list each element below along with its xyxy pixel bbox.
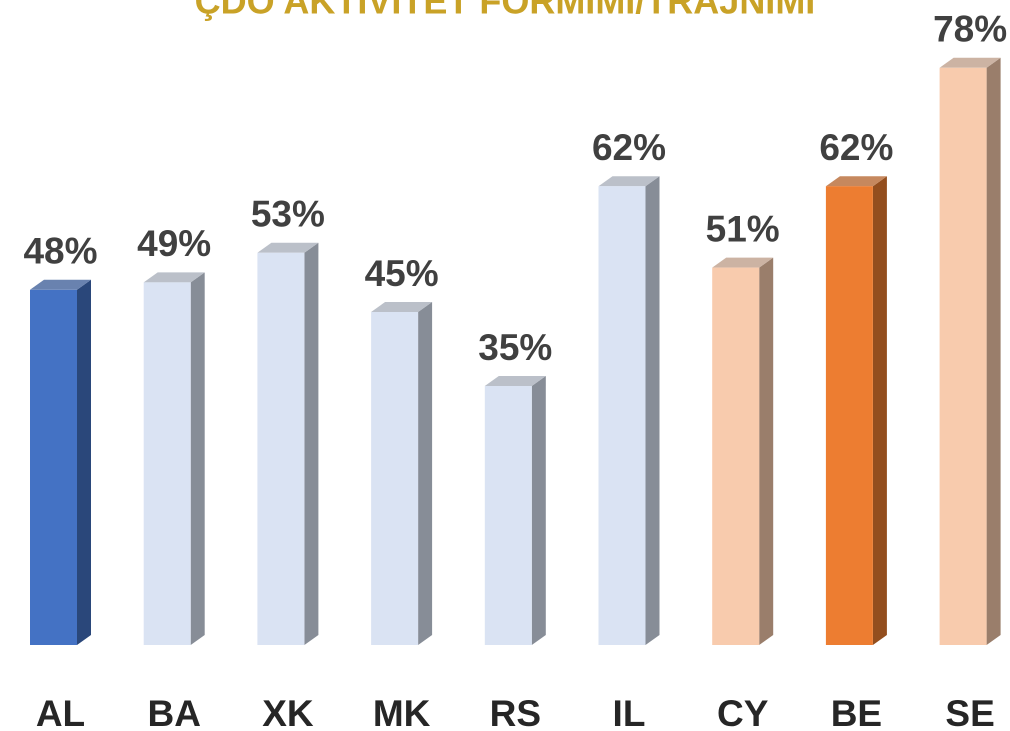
bar (939, 67, 987, 646)
bar-top (825, 176, 887, 187)
data-label: 45% (365, 253, 439, 294)
bar-top (712, 257, 774, 268)
data-label: 53% (251, 194, 325, 235)
data-label: 62% (592, 127, 666, 168)
bar (712, 267, 760, 645)
x-tick-label: CY (717, 693, 769, 731)
x-tick-label: IL (613, 693, 646, 731)
data-label: 48% (23, 231, 97, 272)
chart-title: ÇDO AKTIVITET FORMIMI/TRAJNIMI (195, 0, 816, 22)
bar-top (30, 279, 91, 290)
bar-side (872, 176, 887, 645)
bar-side (759, 257, 774, 645)
x-tick-label: SE (945, 693, 994, 731)
x-tick-label: XK (262, 693, 314, 731)
bar-top (939, 57, 1001, 68)
x-tick-label: MK (373, 693, 431, 731)
bar-top (143, 272, 205, 283)
bar (257, 252, 305, 646)
bar-top (484, 376, 546, 386)
bar-side (77, 279, 91, 645)
bar-side (418, 302, 433, 645)
bar-top (598, 176, 660, 187)
data-label: 49% (137, 223, 211, 264)
bar (825, 186, 873, 645)
bar-side (304, 242, 319, 646)
data-label: 78% (933, 9, 1007, 50)
bar-side (645, 176, 660, 645)
data-label: 51% (706, 208, 780, 249)
bar (143, 282, 191, 645)
bar-side (531, 376, 546, 645)
data-label: 35% (478, 327, 552, 368)
x-tick-label: RS (490, 693, 541, 731)
bar (30, 289, 77, 645)
bar-side (986, 57, 1001, 646)
x-tick-label: AL (36, 693, 85, 731)
x-tick-label: BA (147, 693, 200, 731)
bar-side (190, 272, 205, 645)
bar (598, 186, 646, 645)
data-label: 62% (819, 127, 893, 168)
x-tick-label: BE (831, 693, 882, 731)
bar-top (257, 242, 319, 253)
bar (371, 312, 419, 645)
bar (484, 386, 532, 645)
bar-top (371, 302, 433, 312)
